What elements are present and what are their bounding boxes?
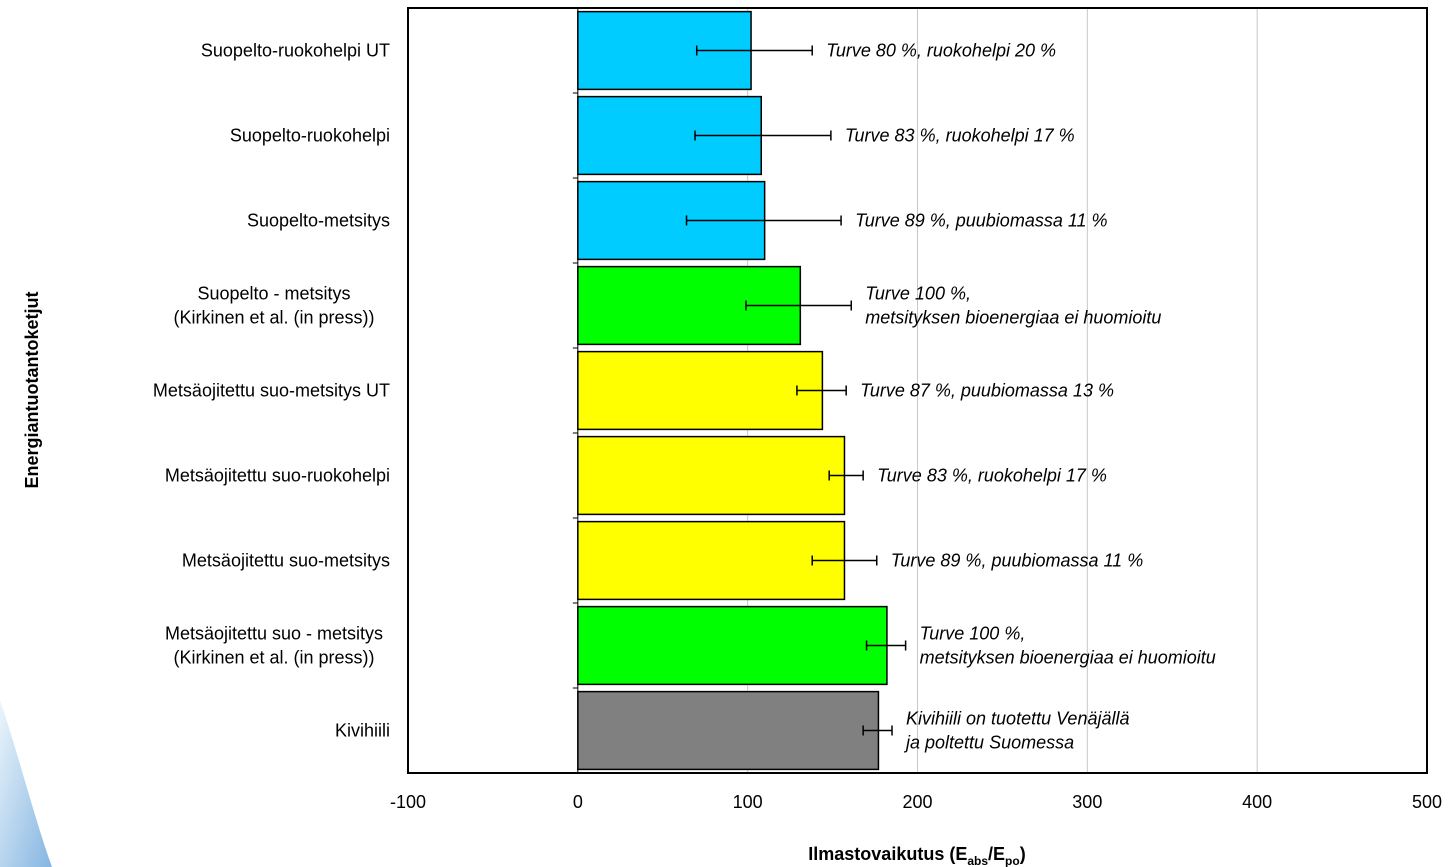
annotation-text: Kivihiili on tuotettu Venäjällä bbox=[906, 709, 1129, 729]
annotation-text: Turve 89 %, puubiomassa 11 % bbox=[891, 551, 1143, 571]
bar bbox=[577, 690, 880, 771]
x-tick-label: 400 bbox=[1242, 792, 1272, 812]
annotation-text: ja poltettu Suomessa bbox=[903, 733, 1074, 753]
annotations: Turve 80 %, ruokohelpi 20 % Turve 83 %, r… bbox=[826, 41, 1216, 753]
category-label: Metsäojitettu suo-metsitys bbox=[182, 551, 390, 571]
x-tick-label: 300 bbox=[1072, 792, 1102, 812]
x-tick-label: 200 bbox=[902, 792, 932, 812]
annotation-text: Turve 83 %, ruokohelpi 17 % bbox=[877, 466, 1107, 486]
x-tick-label: 500 bbox=[1412, 792, 1442, 812]
annotation-text: Turve 87 %, puubiomassa 13 % bbox=[860, 381, 1114, 401]
category-label: Kivihiili bbox=[335, 721, 390, 741]
error-bars bbox=[685, 45, 907, 736]
annotation-text: Turve 100 %, bbox=[865, 284, 971, 304]
category-label: Metsäojitettu suo - metsitys bbox=[165, 624, 383, 644]
annotation-text: metsityksen bioenergiaa ei huomioitu bbox=[865, 308, 1161, 328]
plot-area-frame bbox=[407, 7, 1428, 774]
annotation-text: Turve 89 %, puubiomassa 11 % bbox=[855, 211, 1107, 231]
category-tick-marks bbox=[572, 7, 578, 774]
x-tick-label: 100 bbox=[733, 792, 763, 812]
decorative-swoosh bbox=[0, 700, 52, 867]
annotation-text: Turve 100 %, bbox=[920, 624, 1026, 644]
category-label: Suopelto-ruokohelpi UT bbox=[201, 41, 390, 61]
category-label: Suopelto - metsitys bbox=[197, 284, 350, 304]
bar bbox=[577, 520, 846, 601]
annotation-text: Turve 80 %, ruokohelpi 20 % bbox=[826, 41, 1056, 61]
x-tick-labels: -100 0 100 200 300 400 500 bbox=[390, 792, 1442, 812]
bar bbox=[577, 605, 888, 686]
category-label: Suopelto-ruokohelpi bbox=[230, 126, 390, 146]
category-labels: Suopelto-ruokohelpi UT Suopelto-ruokohelp… bbox=[153, 41, 390, 741]
category-label: Metsäojitettu suo-ruokohelpi bbox=[165, 466, 390, 486]
y-axis-title: Energiantuotantoketjut bbox=[22, 291, 42, 488]
x-tick-label: 0 bbox=[573, 792, 583, 812]
bar bbox=[577, 435, 846, 516]
x-axis-title: Ilmastovaikutus (Eabs/Epo) bbox=[808, 844, 1025, 867]
annotation-text: metsityksen bioenergiaa ei huomioitu bbox=[920, 648, 1216, 668]
x-tick-label: -100 bbox=[390, 792, 426, 812]
category-label: Metsäojitettu suo-metsitys UT bbox=[153, 381, 390, 401]
bars bbox=[577, 10, 888, 771]
annotation-text: Turve 83 %, ruokohelpi 17 % bbox=[845, 126, 1075, 146]
category-label: (Kirkinen et al. (in press)) bbox=[173, 648, 374, 668]
category-label: Suopelto-metsitys bbox=[247, 211, 390, 231]
category-label: (Kirkinen et al. (in press)) bbox=[173, 308, 374, 328]
bar bbox=[577, 350, 824, 431]
